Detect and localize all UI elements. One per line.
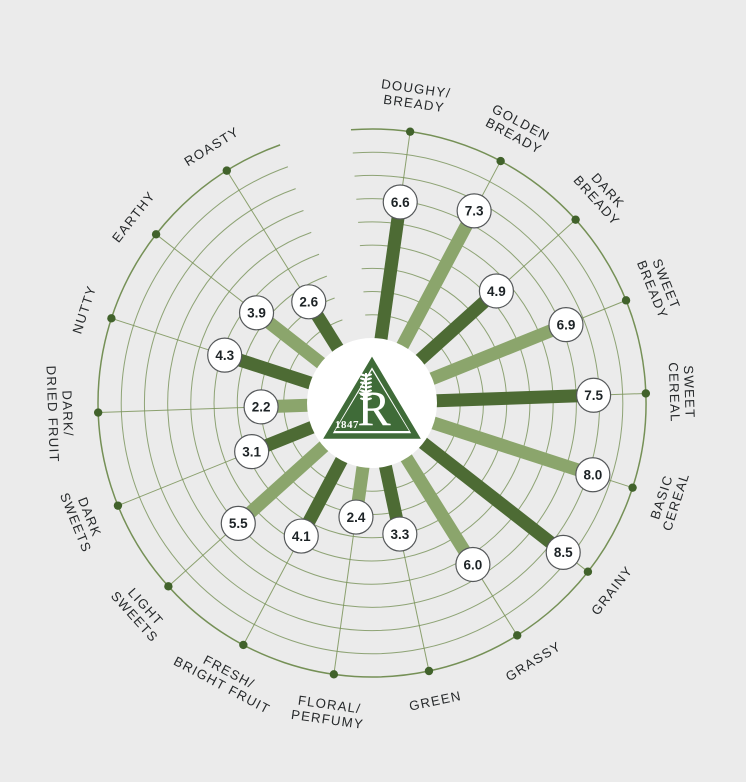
value-bar: [432, 388, 594, 408]
axis-endpoint-dot: [571, 215, 580, 224]
value-badge-label: 7.5: [584, 388, 603, 403]
value-badge-label: 6.0: [464, 557, 483, 572]
value-bar: [412, 286, 501, 368]
value-badges-group: 6.6 7.3 4.9 6.9 7.5 8.0 8.5 6.0 3.3 2.4 4.1 5.5 3.1 2…: [207, 184, 612, 583]
value-badge-label: 6.6: [391, 195, 410, 210]
logo-wheat-grain: [366, 373, 372, 377]
value-badge-label: 7.3: [465, 204, 484, 219]
value-badge-label: 2.2: [252, 400, 271, 415]
logo-wheat-grain: [366, 393, 372, 397]
value-badge: [545, 534, 581, 570]
axis-endpoint-dot: [93, 408, 103, 417]
value-badge-label: 3.1: [242, 444, 261, 459]
value-bar: [428, 415, 595, 481]
value-badge: [338, 499, 374, 535]
axis-endpoint-dot: [628, 483, 637, 492]
axis-endpoint-dot: [496, 156, 505, 166]
logo-letter-r: R: [357, 380, 391, 436]
logo-wheat-grain: [360, 389, 366, 393]
axis-endpoint-dot: [641, 389, 651, 398]
value-badge: [238, 295, 275, 331]
value-bar: [233, 438, 332, 529]
value-badge: [234, 434, 270, 470]
value-badge: [382, 184, 418, 220]
axis-endpoint-dot: [113, 501, 123, 510]
logo-wheat-grain: [360, 385, 366, 389]
value-badge: [548, 307, 584, 343]
logo-wheat-grain: [366, 389, 372, 393]
value-badge: [220, 505, 256, 542]
value-badge: [575, 457, 611, 493]
logo-triangle-outer: [323, 356, 421, 439]
endpoint-dots-group: [93, 127, 651, 679]
value-badge-label: 2.6: [299, 295, 318, 310]
logo-wheat-grain: [366, 397, 372, 401]
logo-wheat-grain: [360, 393, 366, 397]
axis-endpoint-dot: [222, 166, 231, 175]
logo-wheat-grain: [360, 397, 366, 401]
value-badge-label: 8.0: [583, 468, 602, 483]
value-badge-label: 3.3: [390, 527, 409, 542]
value-badge: [478, 273, 515, 309]
value-bar: [374, 201, 407, 344]
value-bar: [416, 435, 568, 558]
axis-endpoint-dot: [329, 670, 339, 679]
logo-wheat-grain: [360, 381, 366, 385]
value-badge: [207, 337, 243, 373]
value-bar: [398, 451, 479, 568]
logo-wheat-grain: [360, 373, 366, 377]
value-badge: [291, 284, 327, 320]
axis-endpoint-dot: [513, 631, 522, 640]
value-badge: [456, 193, 492, 229]
value-badge: [283, 518, 319, 554]
spoke-label-line: CEREAL: [666, 362, 683, 423]
spoke-label-line: SWEET: [681, 365, 698, 419]
axis-endpoint-dot: [405, 127, 415, 136]
value-badge-label: 4.9: [487, 284, 506, 299]
logo-wheat-grain: [366, 385, 372, 389]
value-badge-label: 2.4: [347, 510, 366, 525]
value-badge-label: 8.5: [554, 545, 573, 560]
value-badge: [576, 377, 612, 413]
value-badge-label: 5.5: [229, 516, 248, 531]
axis-endpoint-dot: [107, 314, 116, 323]
spoke-label-line: DRIED FRUIT: [44, 365, 62, 463]
value-bar: [394, 207, 480, 353]
axis-endpoint-dot: [239, 640, 248, 650]
axis-endpoint-dot: [151, 230, 161, 239]
value-badge-label: 4.1: [292, 529, 311, 544]
value-badge-label: 6.9: [557, 317, 576, 332]
value-badge: [382, 516, 418, 552]
value-badge: [455, 546, 491, 583]
spoke-label: DARK/DRIED FRUIT: [44, 365, 76, 463]
value-badge: [243, 389, 279, 425]
logo-wheat-grain: [366, 377, 372, 381]
logo-year-1847: 1847: [335, 419, 359, 431]
axis-endpoint-dot: [424, 666, 434, 676]
axis-endpoint-dot: [164, 582, 173, 591]
value-badge-label: 3.9: [247, 306, 266, 321]
logo-triangle-inner: [335, 370, 409, 431]
value-badge-label: 4.3: [215, 348, 234, 363]
spoke-label-line: DARK/: [59, 390, 76, 437]
logo-wheat-grain: [360, 377, 366, 381]
axis-endpoint-dot: [621, 296, 631, 305]
logo-wheat-grain: [366, 381, 372, 385]
value-bar: [426, 318, 569, 387]
axis-endpoint-dot: [583, 567, 593, 576]
